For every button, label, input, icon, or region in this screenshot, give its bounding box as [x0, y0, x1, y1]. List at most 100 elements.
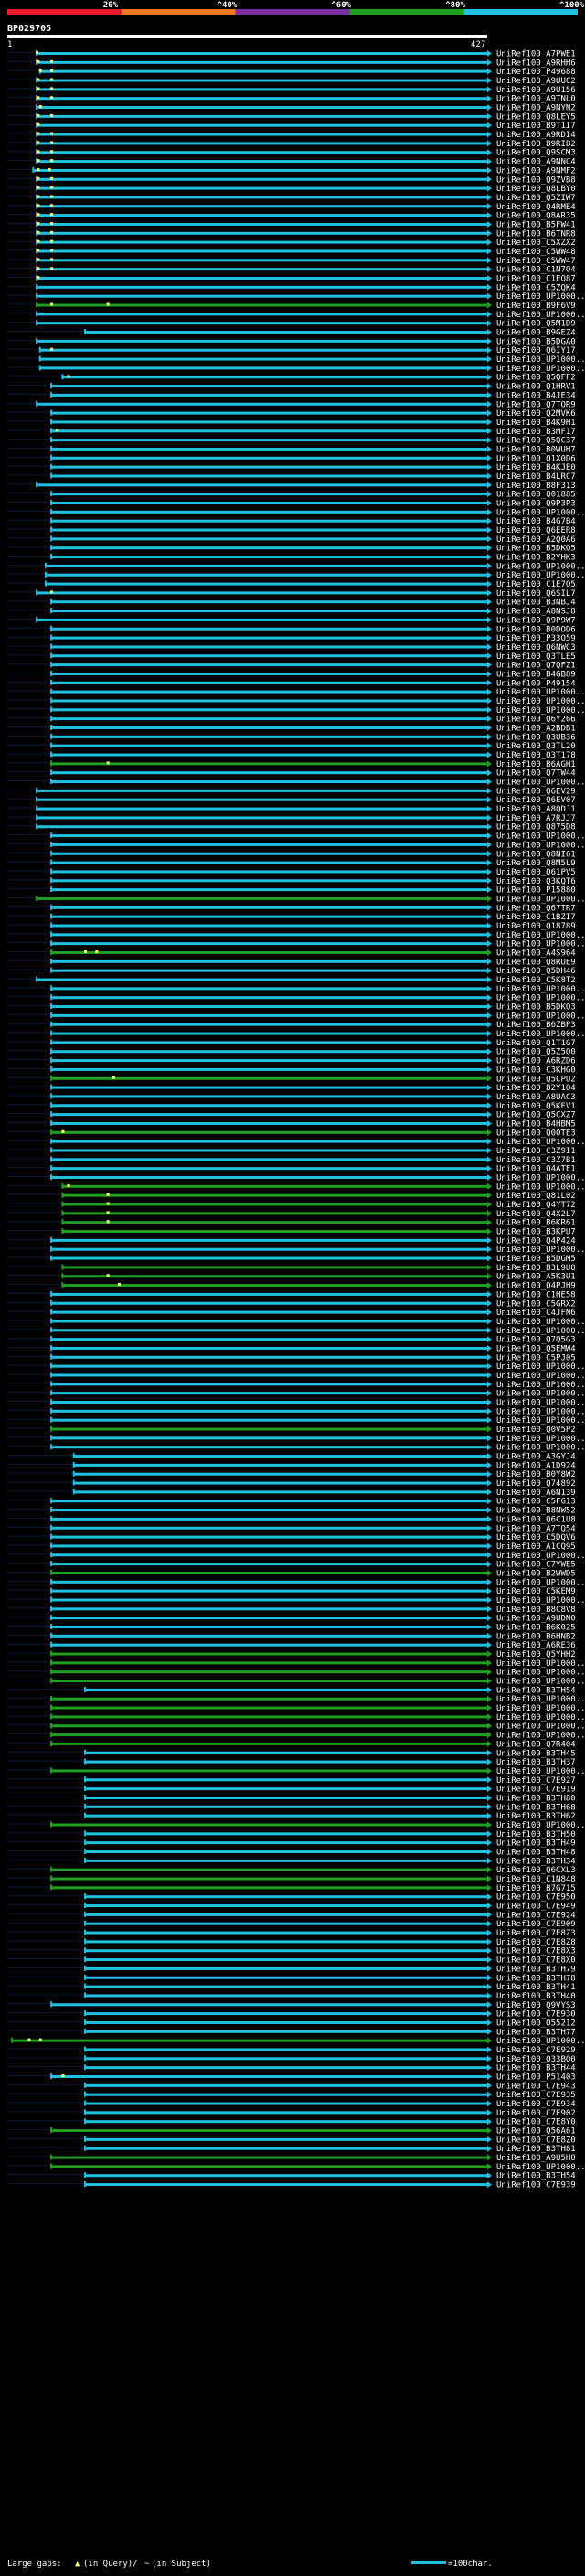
- hit-label[interactable]: UniRef100_B3L9U8: [496, 1264, 576, 1273]
- hit-label[interactable]: UniRef100_A9UDN0: [496, 1615, 576, 1624]
- hit-label[interactable]: UniRef100_A4S964: [496, 949, 576, 959]
- hit-label[interactable]: UniRef100_Q5KEV1: [496, 1102, 576, 1111]
- hit-label[interactable]: UniRef100_C5WW47: [496, 257, 576, 266]
- hit-label[interactable]: UniRef100_UP1000...: [496, 706, 585, 716]
- hit-label[interactable]: UniRef100_UP1000...: [496, 2037, 585, 2046]
- hit-label[interactable]: UniRef100_B3TH45: [496, 1749, 576, 1758]
- hit-label[interactable]: UniRef100_B3TH49: [496, 1839, 576, 1849]
- hit-label[interactable]: UniRef100_A9NNC4: [496, 158, 576, 167]
- hit-label[interactable]: UniRef100_C7E919: [496, 1786, 576, 1795]
- hit-label[interactable]: UniRef100_C7E8Z8: [496, 1938, 576, 1947]
- hit-label[interactable]: UniRef100_C7E934: [496, 2100, 576, 2109]
- hit-label[interactable]: UniRef100_Q7Q5G3: [496, 1336, 576, 1345]
- hit-label[interactable]: UniRef100_B3NBJ4: [496, 599, 576, 608]
- hit-label[interactable]: UniRef100_UP1000...: [496, 292, 585, 302]
- hit-label[interactable]: UniRef100_B9T1I7: [496, 122, 576, 131]
- hit-label[interactable]: UniRef100_B3TH44: [496, 2064, 576, 2073]
- hit-label[interactable]: UniRef100_B3TH34: [496, 1857, 576, 1866]
- hit-label[interactable]: UniRef100_UP1000...: [496, 1327, 585, 1336]
- hit-label[interactable]: UniRef100_Q4YT72: [496, 1201, 576, 1210]
- hit-label[interactable]: UniRef100_Q6CXL3: [496, 1866, 576, 1875]
- hit-label[interactable]: UniRef100_B4KJE0: [496, 463, 576, 472]
- hit-label[interactable]: UniRef100_B3TH80: [496, 1794, 576, 1803]
- hit-label[interactable]: UniRef100_Q74892: [496, 1479, 576, 1489]
- hit-label[interactable]: UniRef100_B7G715: [496, 1884, 576, 1893]
- hit-label[interactable]: UniRef100_C1E7Q5: [496, 580, 576, 589]
- hit-label[interactable]: UniRef100_UP1000...: [496, 1713, 585, 1723]
- hit-label[interactable]: UniRef100_A9NMF2: [496, 166, 576, 175]
- hit-label[interactable]: UniRef100_UP1000...: [496, 1723, 585, 1732]
- hit-label[interactable]: UniRef100_B8C8V8: [496, 1606, 576, 1615]
- hit-label[interactable]: UniRef100_B3MF17: [496, 428, 576, 437]
- hit-label[interactable]: UniRef100_Q1HRV1: [496, 383, 576, 392]
- hit-label[interactable]: UniRef100_C1BZI7: [496, 913, 576, 922]
- hit-label[interactable]: UniRef100_B4GB89: [496, 670, 576, 679]
- hit-label[interactable]: UniRef100_Q3UB36: [496, 733, 576, 742]
- hit-label[interactable]: UniRef100_B3TH78: [496, 1974, 576, 1983]
- hit-label[interactable]: UniRef100_UP1000...: [496, 1678, 585, 1687]
- hit-label[interactable]: UniRef100_B6KR61: [496, 1219, 576, 1228]
- hit-label[interactable]: UniRef100_Q5CPU2: [496, 1075, 576, 1084]
- hit-label[interactable]: UniRef100_C3KHG0: [496, 1065, 576, 1075]
- hit-label[interactable]: UniRef100_UP1000...: [496, 1444, 585, 1453]
- hit-label[interactable]: UniRef100_A8UAC3: [496, 1093, 576, 1102]
- hit-label[interactable]: UniRef100_B8NW52: [496, 1507, 576, 1516]
- hit-label[interactable]: UniRef100_C5WW48: [496, 248, 576, 257]
- hit-label[interactable]: UniRef100_Q7R404: [496, 1740, 576, 1749]
- hit-label[interactable]: UniRef100_Q5DH46: [496, 967, 576, 976]
- hit-label[interactable]: UniRef100_P49688: [496, 68, 576, 77]
- hit-label[interactable]: UniRef100_B2WWD5: [496, 1569, 576, 1578]
- hit-label[interactable]: UniRef100_C5K8T2: [496, 976, 576, 985]
- hit-label[interactable]: UniRef100_C7E927: [496, 1776, 576, 1786]
- hit-label[interactable]: UniRef100_B4LRC7: [496, 472, 576, 482]
- hit-label[interactable]: UniRef100_UP1000...: [496, 1138, 585, 1147]
- hit-label[interactable]: UniRef100_UP1000...: [496, 895, 585, 904]
- hit-label[interactable]: UniRef100_Q5ZIW7: [496, 194, 576, 203]
- hit-label[interactable]: UniRef100_Q8NI61: [496, 850, 576, 859]
- hit-label[interactable]: UniRef100_B3TH48: [496, 1849, 576, 1858]
- hit-label[interactable]: UniRef100_UP1000...: [496, 1390, 585, 1399]
- hit-label[interactable]: UniRef100_B3TH37: [496, 1758, 576, 1767]
- hit-label[interactable]: UniRef100_B4K9H1: [496, 419, 576, 428]
- hit-label[interactable]: UniRef100_C4JFN6: [496, 1309, 576, 1318]
- hit-label[interactable]: UniRef100_UP1000...: [496, 571, 585, 580]
- hit-label[interactable]: UniRef100_A7TQ54: [496, 1524, 576, 1533]
- hit-label[interactable]: UniRef100_A5K3U1: [496, 1273, 576, 1282]
- hit-label[interactable]: UniRef100_C5FG13: [496, 1498, 576, 1507]
- hit-label[interactable]: UniRef100_Q4PJH9: [496, 1282, 576, 1291]
- hit-label[interactable]: UniRef100_C7E924: [496, 1911, 576, 1920]
- hit-label[interactable]: UniRef100_P15880: [496, 886, 576, 896]
- hit-label[interactable]: UniRef100_Q5EMW4: [496, 1344, 576, 1353]
- hit-label[interactable]: UniRef100_C5DQV6: [496, 1533, 576, 1542]
- hit-label[interactable]: UniRef100_UP1000...: [496, 1381, 585, 1390]
- hit-label[interactable]: UniRef100_UP1000...: [496, 1659, 585, 1669]
- hit-label[interactable]: UniRef100_UP1000...: [496, 1362, 585, 1372]
- hit-label[interactable]: UniRef100_Q3KQT6: [496, 877, 576, 886]
- hit-label[interactable]: UniRef100_B9GEZ4: [496, 329, 576, 338]
- hit-label[interactable]: UniRef100_C7E939: [496, 2181, 576, 2190]
- hit-label[interactable]: UniRef100_A9U5H0: [496, 2154, 576, 2163]
- hit-label[interactable]: UniRef100_A6RZD6: [496, 1057, 576, 1066]
- hit-label[interactable]: UniRef100_UP1000...: [496, 1012, 585, 1021]
- hit-label[interactable]: UniRef100_Q5Z5Q0: [496, 1048, 576, 1057]
- hit-label[interactable]: UniRef100_UP1000...: [496, 1596, 585, 1606]
- hit-label[interactable]: UniRef100_Q6C1U8: [496, 1515, 576, 1524]
- hit-label[interactable]: UniRef100_Q67TR7: [496, 904, 576, 913]
- hit-label[interactable]: UniRef100_C7YWE5: [496, 1561, 576, 1570]
- hit-label[interactable]: UniRef100_A8NSJ8: [496, 608, 576, 617]
- hit-label[interactable]: UniRef100_Q00TE3: [496, 1129, 576, 1138]
- hit-label[interactable]: UniRef100_B9RIB2: [496, 140, 576, 149]
- hit-label[interactable]: UniRef100_B4JE34: [496, 391, 576, 400]
- hit-label[interactable]: UniRef100_Q9ZVB8: [496, 175, 576, 185]
- hit-label[interactable]: UniRef100_Q9SCM3: [496, 149, 576, 158]
- hit-label[interactable]: UniRef100_Q8M5L9: [496, 859, 576, 868]
- hit-label[interactable]: UniRef100_UP1000...: [496, 985, 585, 994]
- hit-label[interactable]: UniRef100_A6N139: [496, 1489, 576, 1498]
- hit-label[interactable]: UniRef100_A1D924: [496, 1461, 576, 1470]
- hit-label[interactable]: UniRef100_UP1000...: [496, 1435, 585, 1444]
- hit-label[interactable]: UniRef100_B0DOD6: [496, 625, 576, 634]
- hit-label[interactable]: UniRef100_UP1000...: [496, 1732, 585, 1741]
- hit-label[interactable]: UniRef100_UP1000...: [496, 1246, 585, 1255]
- hit-label[interactable]: UniRef100_A9U156: [496, 86, 576, 95]
- hit-label[interactable]: UniRef100_Q3T178: [496, 751, 576, 760]
